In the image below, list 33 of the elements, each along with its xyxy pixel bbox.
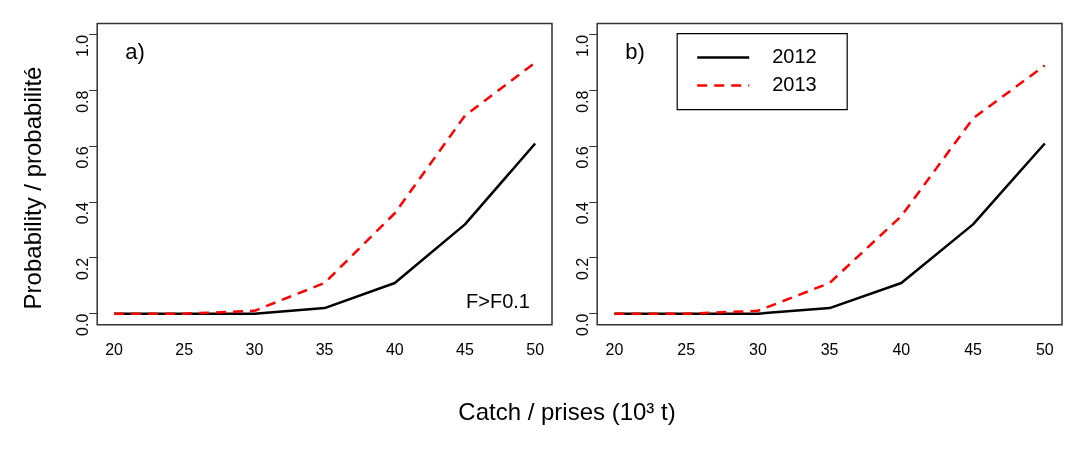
y-tick-label: 0.2 (73, 257, 91, 281)
x-tick-label: 35 (820, 340, 839, 358)
x-tick-label: 50 (526, 340, 545, 358)
y-tick-label: 0.4 (73, 202, 91, 225)
y-axis-title: Probability / probabilité (19, 66, 47, 310)
x-tick-label: 40 (892, 340, 911, 358)
y-tick-label: 0.6 (73, 146, 91, 169)
x-tick-label: 20 (605, 340, 624, 358)
y-tick-label: 0.2 (573, 257, 591, 281)
x-tick-label: 30 (748, 340, 767, 358)
legend-label: 2013 (772, 73, 817, 96)
y-tick-label: 1.0 (73, 34, 91, 58)
annotation: F>F0.1 (466, 290, 530, 313)
y-tick-label: 0.8 (573, 90, 591, 113)
y-tick-label: 0.0 (73, 313, 91, 336)
y-tick-label: 0.8 (73, 90, 91, 113)
x-tick-label: 45 (964, 340, 983, 358)
x-tick-label: 25 (175, 340, 194, 358)
x-tick-label: 45 (456, 340, 474, 358)
x-tick-label: 50 (1035, 340, 1054, 358)
y-tick-label: 1.0 (573, 34, 591, 58)
y-tick-label: 0.6 (573, 146, 591, 169)
x-tick-label: 30 (245, 340, 264, 358)
y-tick-label: 0.4 (573, 202, 591, 225)
y-tick-label: 0.0 (573, 313, 591, 336)
annotation: a) (125, 38, 145, 64)
annotation: b) (625, 38, 645, 64)
x-tick-label: 20 (105, 340, 124, 358)
x-axis-title: Catch / prises (10³ t) (457, 398, 677, 426)
legend-label: 2012 (772, 45, 817, 68)
x-tick-label: 35 (315, 340, 334, 358)
x-tick-label: 40 (385, 340, 404, 358)
x-tick-label: 25 (677, 340, 696, 358)
